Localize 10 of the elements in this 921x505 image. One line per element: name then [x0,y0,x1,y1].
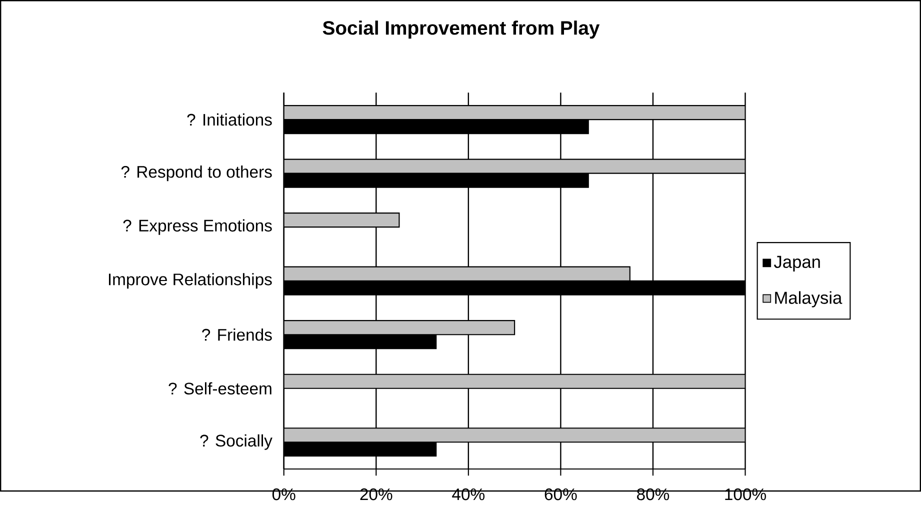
y-tick-label: Improve Relationships [108,273,272,289]
y-tick-label: ? Self-esteem [168,382,272,395]
chart-title: Social Improvement from Play [322,20,600,39]
legend-label: Malaysia [775,291,842,308]
legend-label: Japan [774,256,820,272]
y-tick-label: ? Express Emotions [123,219,272,236]
y-tick-label: ? Friends [202,328,272,341]
y-tick-label: ? Respond to others [121,166,272,182]
y-tick-label: ? Initiations [187,114,272,126]
y-tick-label: ? Socially [200,434,272,450]
